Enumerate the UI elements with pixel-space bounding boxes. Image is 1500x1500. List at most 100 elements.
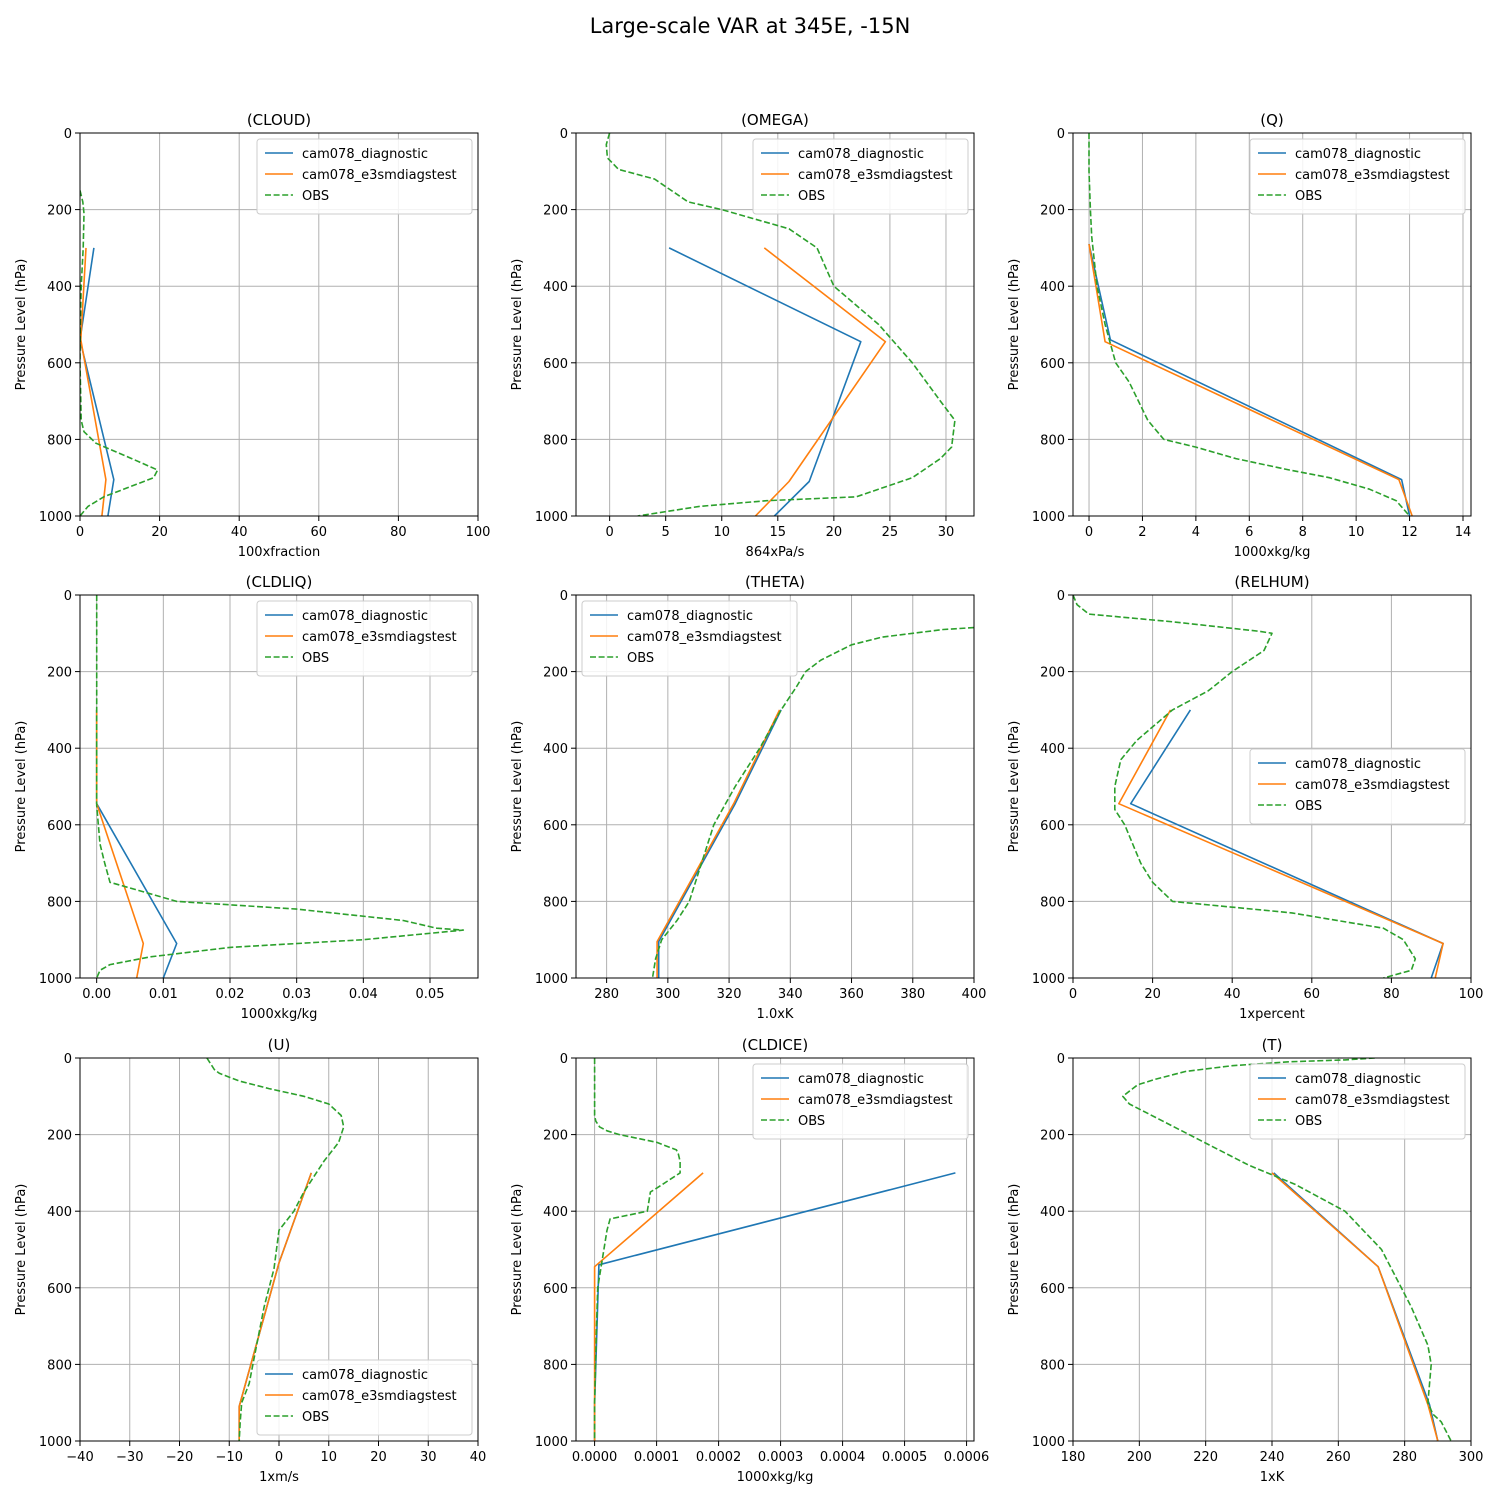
legend-label-OBS: OBS	[627, 651, 654, 666]
x-tick-label: 2	[1138, 525, 1146, 540]
subplot-title: (CLOUD)	[247, 111, 311, 129]
y-tick-label: 800	[47, 1358, 72, 1373]
x-axis-label: 1xpercent	[1239, 1007, 1305, 1022]
legend-label-cam078_diagnostic: cam078_diagnostic	[627, 609, 753, 624]
x-axis-label: 1000xkg/kg	[241, 1007, 318, 1022]
x-tick-label: 0.0001	[634, 1450, 680, 1465]
subplot-8: 0.0000 0.0001 0.0002 0.0003 0.0004 0.0005 0.00…	[510, 1036, 989, 1485]
series-line-OBS	[593, 1058, 681, 1441]
legend-label-OBS: OBS	[302, 1410, 329, 1425]
legend: cam078_diagnostic cam078_e3smdiagstest OBS	[752, 1063, 969, 1140]
x-tick-label: 0.02	[216, 987, 245, 1002]
y-tick-label: 200	[47, 1129, 72, 1144]
x-tick-label: −30	[116, 1450, 143, 1465]
y-tick-label: 400	[1040, 1205, 1065, 1220]
series-group	[80, 190, 159, 516]
legend-label-cam078_diagnostic: cam078_diagnostic	[302, 1368, 428, 1383]
x-tick-label: 0.04	[349, 987, 378, 1002]
series-line-cam078_diagnostic	[95, 709, 178, 978]
y-tick-label: 1000	[1032, 510, 1065, 525]
series-line-cam078_e3smdiagstest	[754, 247, 887, 516]
x-tick-label: 12	[1401, 525, 1418, 540]
y-axis-label: Pressure Level (hPa)	[510, 259, 525, 391]
series-group	[1088, 133, 1413, 516]
x-tick-label: 300	[1459, 1450, 1484, 1465]
x-axis-label: 100xfraction	[238, 545, 320, 560]
series-group	[95, 595, 465, 978]
y-tick-label: 0	[64, 589, 72, 604]
legend-label-OBS: OBS	[1295, 189, 1322, 204]
legend: cam078_diagnostic cam078_e3smdiagstest OBS	[1249, 138, 1466, 215]
legend-box	[1249, 138, 1466, 215]
y-tick-label: 800	[47, 895, 72, 910]
x-tick-label: 80	[390, 525, 407, 540]
y-tick-label: 400	[1040, 742, 1065, 757]
y-axis-label: Pressure Level (hPa)	[1007, 1184, 1022, 1316]
y-tick-label: 0	[1057, 1052, 1065, 1067]
legend-label-cam078_diagnostic: cam078_diagnostic	[798, 147, 924, 162]
x-tick-label: 280	[594, 987, 619, 1002]
series-line-OBS	[206, 1058, 345, 1441]
subplot-title: (Q)	[1260, 111, 1284, 129]
subplot-title: (U)	[268, 1036, 291, 1054]
y-tick-label: 600	[543, 357, 568, 372]
series-line-cam078_diagnostic	[668, 247, 862, 516]
series-line-cam078_diagnostic	[1129, 709, 1444, 978]
y-tick-label: 800	[47, 433, 72, 448]
legend-box	[581, 600, 798, 677]
figure-title: Large-scale VAR at 345E, -15N	[589, 14, 911, 38]
x-tick-label: 40	[231, 525, 248, 540]
series-line-cam078_e3smdiagstest	[1088, 243, 1413, 516]
x-tick-label: 300	[655, 987, 680, 1002]
y-tick-label: 0	[560, 1052, 568, 1067]
y-axis-label: Pressure Level (hPa)	[1007, 259, 1022, 391]
axes-frame	[79, 132, 479, 517]
axes-frame	[1072, 594, 1472, 979]
x-tick-label: 80	[1383, 987, 1400, 1002]
x-tick-label: −10	[216, 1450, 243, 1465]
y-tick-label: 400	[47, 1205, 72, 1220]
x-axis-label: 864xPa/s	[746, 545, 805, 560]
x-axis-label: 1xm/s	[259, 1470, 299, 1485]
axes-frame	[575, 1057, 975, 1442]
legend-label-OBS: OBS	[302, 189, 329, 204]
y-tick-label: 400	[47, 280, 72, 295]
legend-label-cam078_e3smdiagstest: cam078_e3smdiagstest	[1295, 168, 1450, 183]
x-tick-label: 25	[882, 525, 899, 540]
legend-box	[256, 1359, 473, 1436]
y-axis-label: Pressure Level (hPa)	[510, 721, 525, 853]
legend-box	[1249, 748, 1466, 825]
x-tick-label: 10	[713, 525, 730, 540]
x-tick-label: 5	[662, 525, 670, 540]
y-tick-label: 0	[560, 127, 568, 142]
x-tick-label: 30	[938, 525, 955, 540]
legend-label-cam078_diagnostic: cam078_diagnostic	[302, 609, 428, 624]
y-tick-label: 200	[1040, 204, 1065, 219]
subplot-3: 0 2 4 6 8 10 12 14 0 200 400 600 800 1000 (Q) 1000xkg/k…	[1007, 111, 1472, 560]
series-line-cam078_diagnostic	[80, 247, 115, 516]
series-group	[1122, 1058, 1452, 1441]
legend-label-cam078_e3smdiagstest: cam078_e3smdiagstest	[302, 168, 457, 183]
legend: cam078_diagnostic cam078_e3smdiagstest OBS	[256, 1359, 473, 1436]
axes-frame	[575, 594, 975, 979]
subplot-title: (T)	[1262, 1036, 1283, 1054]
x-axis-label: 1.0xK	[757, 1007, 794, 1022]
x-tick-label: 380	[900, 987, 925, 1002]
x-tick-label: 4	[1192, 525, 1200, 540]
y-tick-label: 600	[1040, 357, 1065, 372]
legend-label-OBS: OBS	[1295, 799, 1322, 814]
y-tick-label: 400	[543, 280, 568, 295]
x-tick-label: 0.05	[416, 987, 445, 1002]
x-tick-label: 0	[1085, 525, 1093, 540]
y-tick-label: 800	[543, 1358, 568, 1373]
legend-label-cam078_diagnostic: cam078_diagnostic	[302, 147, 428, 162]
x-tick-label: 0.01	[149, 987, 178, 1002]
legend-label-cam078_e3smdiagstest: cam078_e3smdiagstest	[798, 1093, 953, 1108]
y-tick-label: 1000	[1032, 972, 1065, 987]
legend-box	[256, 600, 473, 677]
y-tick-label: 600	[543, 1282, 568, 1297]
y-tick-label: 800	[1040, 895, 1065, 910]
x-tick-label: 100	[466, 525, 491, 540]
x-tick-label: 340	[778, 987, 803, 1002]
legend: cam078_diagnostic cam078_e3smdiagstest OBS	[256, 600, 473, 677]
